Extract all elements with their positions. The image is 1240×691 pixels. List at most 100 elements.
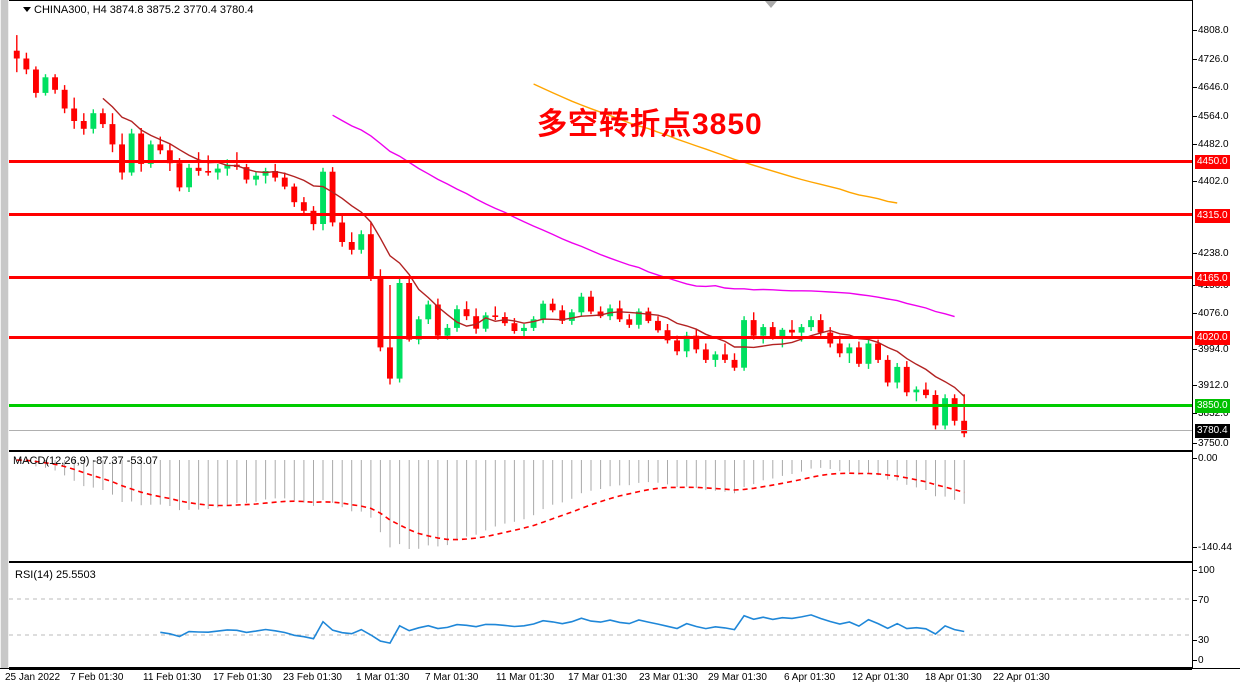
price-axis-tick: 4564.0 <box>1193 112 1229 123</box>
rsi-axis-tick-label: 70 <box>1198 595 1210 606</box>
candlestick-series <box>9 35 1192 438</box>
rsi-axis-tick: 30 <box>1193 636 1209 647</box>
price-axis-tick-label: 4646.0 <box>1198 82 1229 93</box>
tick-dash-icon <box>1193 546 1197 548</box>
price-axis-tick: 3912.0 <box>1193 381 1229 392</box>
price-axis-tick-label: 4564.0 <box>1198 111 1229 122</box>
time-axis-label: 11 Mar 01:30 <box>496 672 555 683</box>
time-axis-label: 23 Feb 01:30 <box>283 672 342 683</box>
chart-top-marker-icon <box>765 1 777 8</box>
tick-dash-icon <box>1193 457 1197 459</box>
price-axis-tick-label: 4808.0 <box>1198 25 1229 36</box>
tick-dash-icon <box>1193 412 1197 414</box>
tick-dash-icon <box>1193 442 1197 444</box>
rsi-axis-tick: 0 <box>1193 656 1204 667</box>
price-level-tag-red[interactable]: 4315.0 <box>1195 209 1230 223</box>
scrollbar-thumb[interactable] <box>1 0 8 668</box>
macd-axis-tick-label: -140.44 <box>1198 542 1232 553</box>
rsi-axis-tick: 100 <box>1193 566 1215 577</box>
price-axis-tick: 4646.0 <box>1193 83 1229 94</box>
price-axis-tick: 4726.0 <box>1193 55 1229 66</box>
price-level-tag-green[interactable]: 3850.0 <box>1195 399 1230 413</box>
tick-dash-icon <box>1193 180 1197 182</box>
price-axis-tick-label: 4402.0 <box>1198 176 1229 187</box>
tick-dash-icon <box>1193 599 1197 601</box>
support-3850[interactable] <box>9 404 1192 407</box>
tick-dash-icon <box>1193 348 1197 350</box>
rsi-axis-tick-label: 100 <box>1198 565 1215 576</box>
time-axis-label: 22 Apr 01:30 <box>993 672 1050 683</box>
time-axis-label: 7 Feb 01:30 <box>70 672 124 683</box>
macd-plot-area[interactable] <box>9 452 1192 561</box>
tick-dash-icon <box>1193 639 1197 641</box>
price-axis-tick: 3994.0 <box>1193 345 1229 356</box>
price-axis-tick-label: 3750.0 <box>1198 438 1229 449</box>
time-axis-rule <box>9 669 1192 670</box>
time-axis-label: 11 Feb 01:30 <box>143 672 202 683</box>
resistance-4165[interactable] <box>9 276 1192 279</box>
price-axis-tick: 4076.0 <box>1193 309 1229 320</box>
time-axis-label: 23 Mar 01:30 <box>639 672 698 683</box>
price-level-tag-black[interactable]: 3780.4 <box>1195 424 1230 438</box>
resistance-4450[interactable] <box>9 160 1192 163</box>
price-axis-tick: 4402.0 <box>1193 177 1229 188</box>
macd-axis-tick: -140.44 <box>1193 543 1232 554</box>
price-axis-tick-label: 3832.0 <box>1198 408 1229 419</box>
chevron-down-icon[interactable] <box>23 6 31 12</box>
macd-panel-header: MACD(12,26,9) -87.37 -53.07 <box>13 455 158 467</box>
macd-axis-tick: 0.00 <box>1193 454 1217 465</box>
tick-dash-icon <box>1193 29 1197 31</box>
price-level-tag-red[interactable]: 4450.0 <box>1195 155 1230 169</box>
price-axis-tick: 4808.0 <box>1193 26 1229 37</box>
chart-annotation-text: 多空转折点3850 <box>537 108 763 141</box>
tick-dash-icon <box>1193 58 1197 60</box>
macd-series <box>16 459 965 549</box>
resistance-4020[interactable] <box>9 336 1192 339</box>
macd-panel[interactable]: MACD(12,26,9) -87.37 -53.07 <box>9 451 1192 562</box>
price-header-label: CHINA300, H4 3874.8 3875.2 3770.4 3780.4 <box>34 4 254 16</box>
rsi-axis-tick: 70 <box>1193 596 1209 607</box>
tick-dash-icon <box>1193 115 1197 117</box>
rsi-axis-tick-label: 0 <box>1198 655 1204 666</box>
price-axis-tick: 3832.0 <box>1193 409 1229 420</box>
price-axis-tick: 4238.0 <box>1193 249 1229 260</box>
tick-dash-icon <box>1193 252 1197 254</box>
tick-dash-icon <box>1193 569 1197 571</box>
macd-axis[interactable]: 0.00 -140.44 <box>1192 451 1240 562</box>
time-axis-label: 6 Apr 01:30 <box>784 672 836 683</box>
tick-dash-icon <box>1193 143 1197 145</box>
tick-dash-icon <box>1193 312 1197 314</box>
rsi-axis-tick-label: 30 <box>1198 635 1210 646</box>
rsi-plot-area[interactable] <box>9 563 1192 667</box>
price-panel-header: CHINA300, H4 3874.8 3875.2 3770.4 3780.4 <box>23 4 254 16</box>
price-axis-tick-label: 4726.0 <box>1198 54 1229 65</box>
tick-dash-icon <box>1193 86 1197 88</box>
price-level-tag-red[interactable]: 4165.0 <box>1195 272 1230 286</box>
time-axis-label: 17 Mar 01:30 <box>568 672 627 683</box>
time-axis[interactable]: 25 Jan 2022 7 Feb 01:30 11 Feb 01:30 17 Feb… <box>0 668 1240 691</box>
price-level-tag-red[interactable]: 4020.0 <box>1195 331 1230 345</box>
price-axis[interactable]: 4808.0 4726.0 4646.0 4564.0 4482.0 4402.0 4238… <box>1192 0 1240 451</box>
macd-axis-tick-label: 0.00 <box>1198 453 1218 464</box>
price-axis-tick-label: 4076.0 <box>1198 308 1229 319</box>
time-axis-label: 7 Mar 01:30 <box>425 672 479 683</box>
price-axis-tick-label: 3912.0 <box>1198 380 1229 391</box>
price-chart-panel[interactable]: CHINA300, H4 3874.8 3875.2 3770.4 3780.4… <box>9 0 1192 451</box>
rsi-panel[interactable]: RSI(14) 25.5503 <box>9 562 1192 668</box>
rsi-panel-header: RSI(14) 25.5503 <box>15 569 96 581</box>
time-axis-label: 1 Mar 01:30 <box>356 672 410 683</box>
tick-dash-icon <box>1193 659 1197 661</box>
resistance-4315[interactable] <box>9 213 1192 216</box>
time-axis-label: 17 Feb 01:30 <box>213 672 272 683</box>
price-axis-tick-label: 3994.0 <box>1198 344 1229 355</box>
price-plot-area[interactable] <box>9 1 1192 450</box>
price-axis-tick: 4482.0 <box>1193 140 1229 151</box>
current-price-3780[interactable] <box>9 430 1192 431</box>
tick-dash-icon <box>1193 384 1197 386</box>
rsi-axis[interactable]: 100 70 30 0 <box>1192 562 1240 668</box>
price-axis-tick-label: 4482.0 <box>1198 139 1229 150</box>
time-axis-label: 25 Jan 2022 <box>5 672 61 683</box>
price-axis-tick-label: 4238.0 <box>1198 248 1229 259</box>
rsi-series <box>9 598 1192 645</box>
